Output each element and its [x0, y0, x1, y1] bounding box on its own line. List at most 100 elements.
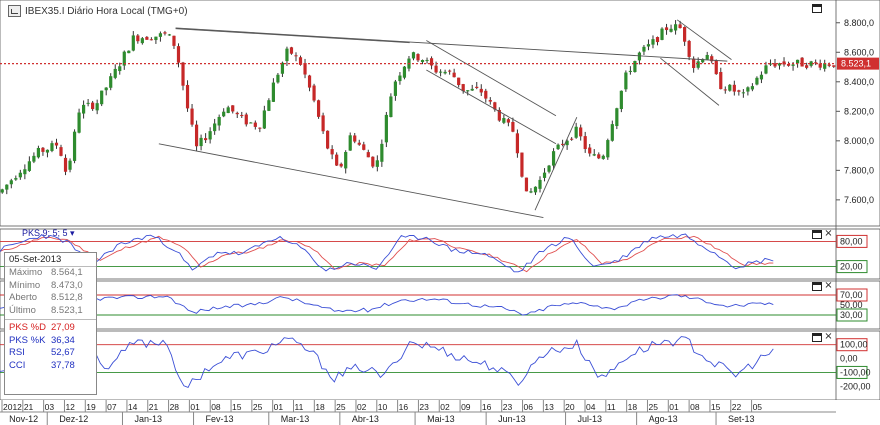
candle-body	[809, 61, 813, 66]
candle-body	[425, 59, 429, 61]
candle-body	[448, 70, 452, 72]
candle-body	[109, 76, 113, 88]
x-axis-day-label: 25	[336, 402, 346, 412]
x-axis-day-label: 15	[232, 402, 242, 412]
candle-body	[795, 59, 800, 64]
candle-body	[330, 149, 334, 155]
candle-body	[398, 75, 402, 82]
maximize-pks-pane-button[interactable]	[812, 230, 822, 239]
price-info-value: 8.473,0	[51, 279, 83, 291]
candle-body	[63, 157, 68, 172]
candle-body	[660, 28, 664, 40]
close-cci-pane-icon[interactable]: ×	[824, 331, 833, 342]
candle-body	[728, 84, 732, 91]
pane-frame-2	[0, 280, 880, 330]
x-axis-day-label: 02	[440, 402, 450, 412]
candle-body	[222, 111, 226, 117]
last-price-label: 8.523,1	[841, 59, 871, 69]
candle-body	[416, 54, 420, 61]
chart-title-text: IBEX35.I Diário Hora Local (TMG+0)	[25, 5, 188, 17]
x-axis-day-label: 16	[399, 402, 409, 412]
x-axis-month-label: Abr-13	[352, 414, 379, 424]
pks-indicator-label[interactable]: PKS 9; 5; 5 ▾	[22, 228, 75, 238]
candle-body	[520, 152, 524, 177]
candle-body	[470, 88, 474, 91]
x-axis-month-label: Jan-13	[134, 414, 162, 424]
candle-body	[705, 54, 709, 60]
candle-body	[23, 169, 27, 175]
close-rsi-pane-icon[interactable]: ×	[824, 280, 833, 291]
candle-body	[122, 51, 126, 66]
price-info-value: 8.523,1	[51, 304, 83, 316]
candle-body	[818, 63, 822, 68]
indicator-axis-label: 20,00	[840, 262, 863, 272]
x-axis-day-label: 06	[524, 402, 534, 412]
candle-body	[741, 92, 745, 94]
candle-body	[628, 70, 632, 72]
candle-body	[326, 130, 330, 149]
candle-body	[542, 172, 547, 178]
candle-body	[249, 122, 253, 124]
candle-body	[68, 160, 72, 170]
candle-body	[298, 57, 303, 65]
candle-body	[502, 118, 506, 123]
candle-body	[768, 63, 773, 65]
x-axis-month-label: Set-13	[728, 414, 755, 424]
x-axis-day-label: 18	[315, 402, 325, 412]
x-axis-day-label: 10	[378, 402, 388, 412]
candle-body	[118, 66, 122, 72]
chart-window-icon	[8, 5, 21, 17]
candle-body	[750, 86, 754, 90]
candle-body	[479, 88, 483, 93]
indicator-info-row: PKS %K 36,34	[5, 335, 96, 348]
x-axis-month-label: Fev-13	[206, 414, 234, 424]
candle-body	[267, 100, 271, 111]
candle-body	[140, 38, 144, 44]
candle-body	[258, 127, 262, 129]
candle-body	[91, 102, 95, 110]
candle-body	[805, 65, 809, 68]
price-axis-label: 8.800,0	[844, 18, 874, 28]
maximize-price-pane-button[interactable]	[812, 4, 822, 13]
indicator-info-label: RSI	[9, 347, 25, 358]
x-axis-day-label: 21	[24, 402, 34, 412]
candle-body	[204, 138, 208, 141]
candle-body	[574, 126, 578, 138]
x-axis-day-label: 08	[690, 402, 700, 412]
candle-body	[823, 63, 827, 69]
candle-body	[429, 58, 434, 66]
candle-body	[289, 47, 294, 54]
indicator-ref-tag	[836, 260, 868, 274]
maximize-rsi-pane-button[interactable]	[812, 282, 822, 291]
close-pks-pane-icon[interactable]: ×	[824, 228, 833, 239]
x-axis-month-label: Dez-12	[59, 414, 88, 424]
candle-body	[167, 34, 172, 36]
candle-body	[506, 119, 510, 123]
candle-body	[561, 143, 565, 145]
x-axis-day-label: 25	[648, 402, 658, 412]
x-axis-day-label: 03	[45, 402, 55, 412]
candle-body	[759, 74, 764, 80]
candle-body	[82, 104, 86, 114]
candle-body	[136, 35, 140, 42]
candle-body	[497, 109, 501, 121]
indicator-ref-tag	[836, 365, 868, 379]
candle-body	[570, 138, 574, 140]
candle-body	[181, 62, 185, 86]
candle-body	[357, 142, 361, 145]
candle-body	[664, 27, 669, 31]
candle-body	[271, 82, 275, 102]
candle-body	[235, 112, 239, 115]
x-axis-day-label: 08	[211, 402, 221, 412]
candle-body	[50, 143, 54, 151]
candle-body	[14, 178, 18, 180]
maximize-cci-pane-button[interactable]	[812, 333, 822, 342]
candle-body	[438, 71, 443, 73]
data-window-indicator-rows: PKS %D 27,09 PKS %K 36,34 RSI 52,67 CCI 37,78	[5, 319, 96, 372]
candle-body	[732, 84, 736, 92]
candle-body	[782, 61, 786, 65]
candle-body	[637, 52, 642, 61]
candle-body	[36, 147, 41, 158]
x-axis-month-label: Jun-13	[498, 414, 526, 424]
price-info-label: Máximo	[9, 267, 43, 278]
